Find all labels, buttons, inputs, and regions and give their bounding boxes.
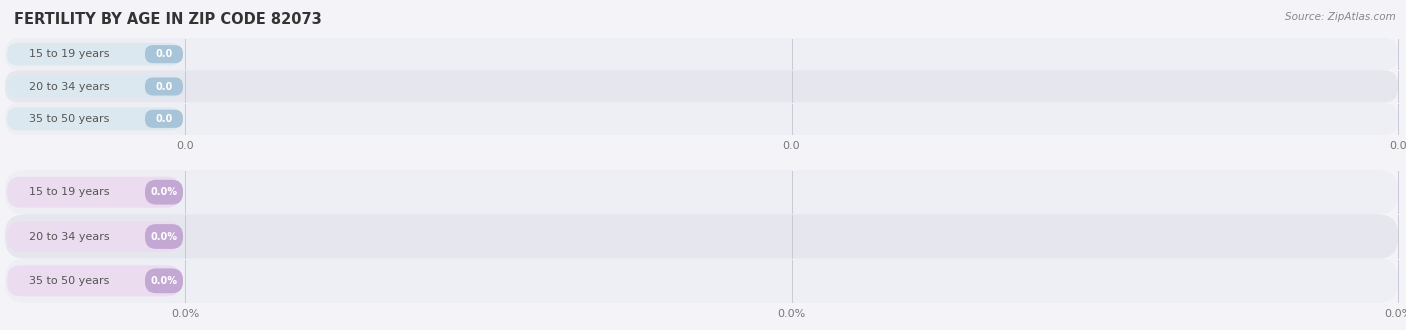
FancyBboxPatch shape — [7, 108, 181, 130]
FancyBboxPatch shape — [6, 70, 1398, 103]
FancyBboxPatch shape — [6, 103, 1398, 135]
FancyBboxPatch shape — [7, 221, 181, 252]
Text: 0.0%: 0.0% — [150, 232, 177, 242]
Text: 0.0: 0.0 — [1389, 141, 1406, 151]
FancyBboxPatch shape — [145, 45, 183, 63]
FancyBboxPatch shape — [145, 268, 183, 293]
FancyBboxPatch shape — [6, 38, 1398, 70]
FancyBboxPatch shape — [7, 43, 181, 65]
FancyBboxPatch shape — [6, 135, 1398, 157]
FancyBboxPatch shape — [6, 259, 1398, 303]
FancyBboxPatch shape — [6, 214, 1398, 259]
Text: FERTILITY BY AGE IN ZIP CODE 82073: FERTILITY BY AGE IN ZIP CODE 82073 — [14, 12, 322, 27]
FancyBboxPatch shape — [7, 177, 181, 208]
FancyBboxPatch shape — [145, 110, 183, 128]
FancyBboxPatch shape — [145, 224, 183, 249]
Text: 0.0%: 0.0% — [1384, 309, 1406, 319]
Text: 0.0%: 0.0% — [778, 309, 806, 319]
FancyBboxPatch shape — [6, 170, 1398, 214]
Text: 0.0: 0.0 — [156, 49, 173, 59]
Text: 0.0%: 0.0% — [150, 187, 177, 197]
FancyBboxPatch shape — [145, 78, 183, 96]
Text: 35 to 50 years: 35 to 50 years — [30, 114, 110, 124]
Text: 20 to 34 years: 20 to 34 years — [30, 82, 110, 91]
Text: 15 to 19 years: 15 to 19 years — [30, 187, 110, 197]
Text: 0.0: 0.0 — [783, 141, 800, 151]
FancyBboxPatch shape — [7, 75, 181, 98]
Text: 20 to 34 years: 20 to 34 years — [30, 232, 110, 242]
Text: 15 to 19 years: 15 to 19 years — [30, 49, 110, 59]
FancyBboxPatch shape — [7, 265, 181, 296]
Text: 35 to 50 years: 35 to 50 years — [30, 276, 110, 286]
FancyBboxPatch shape — [145, 180, 183, 205]
Text: 0.0: 0.0 — [156, 114, 173, 124]
Text: 0.0%: 0.0% — [150, 276, 177, 286]
FancyBboxPatch shape — [6, 303, 1398, 325]
Text: 0.0: 0.0 — [156, 82, 173, 91]
Text: Source: ZipAtlas.com: Source: ZipAtlas.com — [1285, 12, 1396, 22]
Text: 0.0%: 0.0% — [172, 309, 200, 319]
Text: 0.0: 0.0 — [176, 141, 194, 151]
